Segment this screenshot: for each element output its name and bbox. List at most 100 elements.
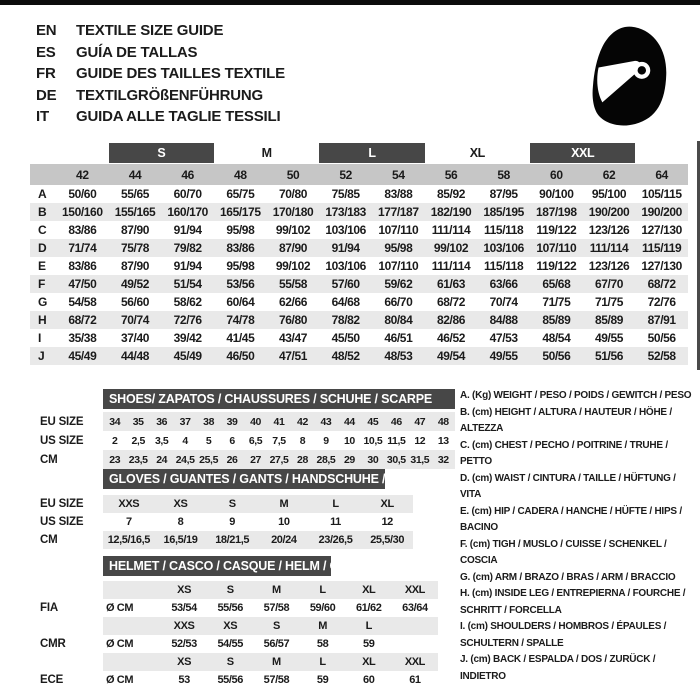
size-value: 85/89	[542, 313, 571, 327]
size-value: 9	[323, 434, 329, 447]
helmet-values-row-cmr: CMR Ø CM 52/53 54/55 56/57 58 59	[30, 635, 438, 653]
legend-item: B. (cm) HEIGHT / ALTURA / HAUTEUR / HÖHE…	[460, 406, 672, 435]
size-value: 46/51	[384, 331, 413, 345]
textile-row-j: J 45/49 44/48 45/49 46/50 47/51 48/52 48/53 49/5…	[30, 347, 688, 365]
size-value: 48/52	[331, 349, 360, 363]
size-value: 103/106	[325, 223, 366, 237]
size-label: XL	[362, 656, 376, 668]
row-label: US SIZE	[40, 434, 84, 447]
right-border-line	[697, 141, 700, 370]
size-value: 61	[409, 674, 421, 686]
size-value: 76/80	[278, 313, 307, 327]
size-value: 20/24	[271, 534, 297, 546]
legend-item: E. (cm) HIP / CADERA / HANCHE / HÜFTE / …	[460, 505, 682, 534]
size-value: 82/86	[436, 313, 465, 327]
size-value: 45/49	[173, 349, 202, 363]
size-value: 105/115	[641, 187, 682, 201]
size-value: 123/126	[588, 259, 630, 273]
size-value: 103/106	[483, 241, 524, 255]
language-code: FR	[36, 65, 56, 82]
size-value: 71/75	[594, 295, 623, 309]
textile-row-g: G 54/58 56/60 58/62 60/64 62/66 64/68 66/70 68/7…	[30, 293, 688, 311]
size-value: 87/90	[120, 259, 149, 273]
size-value: 49/54	[436, 349, 465, 363]
size-value: 173/183	[325, 205, 366, 219]
standard-label: FIA	[40, 602, 58, 614]
size-number: 56	[444, 167, 458, 182]
row-label: EU SIZE	[40, 415, 84, 428]
row-label: US SIZE	[40, 516, 84, 528]
size-value: 119/122	[536, 223, 577, 237]
size-value: 56/57	[263, 638, 290, 650]
size-value: 53	[178, 674, 190, 686]
row-values: XS S M L XL XXL	[103, 581, 438, 599]
size-value: 38	[203, 415, 215, 428]
row-label: A	[38, 187, 47, 201]
row-values: Ø CM 53/54 55/56 57/58 59/60 61/62 63/64	[103, 599, 438, 617]
size-label: L	[319, 656, 326, 668]
helmet-size-table: HELMET / CASCO / CASQUE / HELM / CASCO X…	[30, 556, 438, 689]
row-values: Ø CM 53 55/56 57/58 59 60 61	[103, 671, 438, 689]
size-value: 58/62	[173, 295, 202, 309]
size-value: 35	[132, 415, 144, 428]
top-border-bar	[0, 0, 700, 5]
size-value: 75/78	[120, 241, 149, 255]
size-value: 83/86	[68, 223, 97, 237]
helmet-values-row-fia: FIA Ø CM 53/54 55/56 57/58 59/60 61/62 63/64	[30, 599, 438, 617]
row-values: 7 8 9 10 11 12	[103, 513, 413, 531]
size-value: 70/74	[489, 295, 518, 309]
size-value: 42	[297, 415, 308, 428]
size-value: 61/63	[436, 277, 465, 291]
size-number: 42	[76, 167, 89, 182]
size-value: 46/52	[436, 331, 465, 345]
size-value: 45/49	[68, 349, 97, 363]
size-value: 28,5	[316, 453, 336, 466]
language-row: ES GUÍA DE TALLAS	[36, 42, 285, 64]
size-number: 60	[550, 167, 563, 182]
size-value: 87/95	[489, 187, 518, 201]
row-values: 2 2,5 3,5 4 5 6 6,5 7,5 8 9 10 10,5 11,5 12 13	[103, 431, 455, 450]
textile-row-a: A 50/60 55/65 60/70 65/75 70/80 75/85 83/88 85/9…	[30, 185, 688, 203]
size-number: 48	[234, 167, 247, 182]
unit-label: Ø CM	[106, 602, 134, 614]
size-value: 95/98	[384, 241, 413, 255]
size-number: 44	[128, 167, 142, 182]
language-code: ES	[36, 43, 56, 61]
helmet-header-row: HELMET / CASCO / CASQUE / HELM / CASCO	[30, 556, 438, 577]
language-row: FR GUIDE DES TAILLES TEXTILE	[36, 63, 285, 85]
size-value: XXS	[118, 498, 140, 510]
size-label: XS	[177, 584, 192, 596]
size-group-m: M	[261, 146, 272, 160]
size-value: 54/55	[217, 638, 243, 650]
legend-item: G. (cm) ARM / BRAZO / BRAS / ARM / BRACC…	[460, 571, 676, 583]
size-value: 58	[316, 638, 329, 650]
size-value: 60/70	[173, 187, 202, 201]
row-values: XXS XS S M L XL	[103, 495, 413, 513]
size-value: 52/58	[647, 349, 676, 363]
row-values: 23 23,5 24 24,5 25,5 26 27 27,5 28 28,5 29 30 30,5 31…	[103, 450, 455, 469]
size-value: 91/94	[173, 223, 202, 237]
size-value: 83/86	[68, 259, 97, 273]
size-value: 7,5	[272, 434, 286, 447]
size-value: 55/56	[217, 674, 243, 686]
size-value: 53/54	[171, 602, 197, 614]
size-value: 111/114	[431, 259, 471, 273]
textile-row-b: B 150/160 155/165 160/170 165/175 170/180 173/…	[30, 203, 688, 221]
size-group-xl: XL	[469, 146, 486, 160]
size-value: 65/75	[226, 187, 255, 201]
row-label: H	[38, 313, 47, 327]
size-value: 111/114	[589, 241, 629, 255]
size-value: 37/40	[120, 331, 149, 345]
size-value: 4	[182, 434, 188, 447]
size-row: US SIZE 2 2,5 3,5 4 5 6 6,5 7,5 8 9 10 10,5 11,5 12 13	[30, 431, 455, 450]
size-value: 70/74	[120, 313, 149, 327]
size-number: 50	[286, 167, 300, 182]
size-value: 48/54	[542, 331, 571, 345]
textile-row-f: F 47/50 49/52 51/54 53/56 55/58 57/60 59/62 61/6…	[30, 275, 688, 293]
size-value: 31,5	[410, 453, 430, 466]
size-value: 72/76	[173, 313, 202, 327]
spacer	[30, 556, 103, 577]
size-value: 53/56	[226, 277, 255, 291]
language-code: IT	[36, 108, 49, 125]
